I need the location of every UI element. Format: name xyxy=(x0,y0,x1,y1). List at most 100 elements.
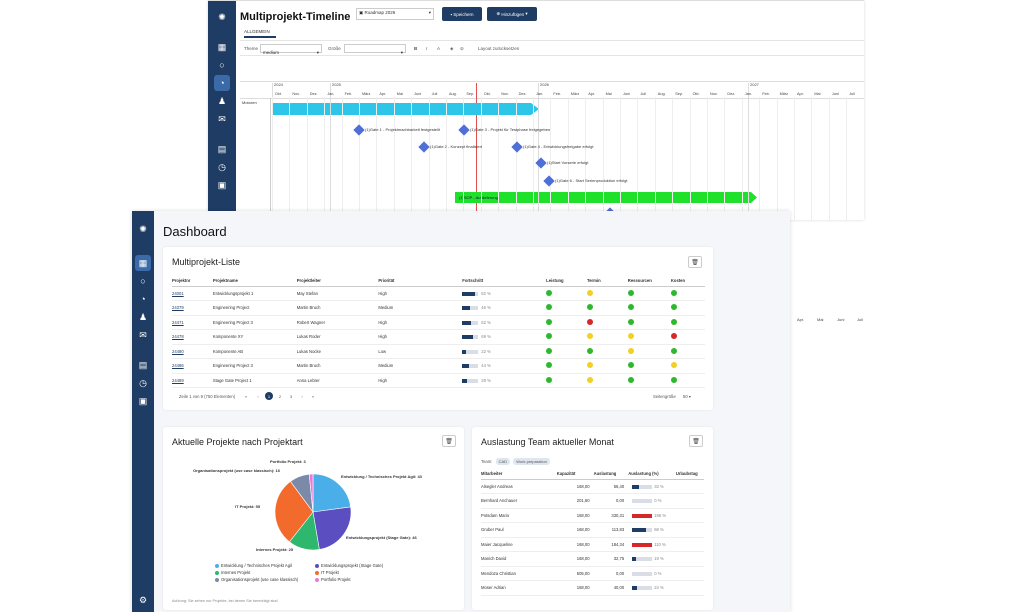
legend-item[interactable]: Internes Projekt xyxy=(215,570,250,575)
column-header[interactable]: Termin xyxy=(586,275,628,287)
table-row[interactable]: Maier Jacqueline 168,00 184,34 110 % xyxy=(481,537,704,552)
table-row[interactable]: Moser Adrian 168,00 40,00 24 % xyxy=(481,580,704,596)
project-number-link[interactable]: 24379 xyxy=(172,300,213,316)
fill-color-icon[interactable]: ◈ xyxy=(450,46,454,51)
first-page-button[interactable]: « xyxy=(244,393,248,399)
reset-layout-button[interactable]: Layout zurücksetzen xyxy=(478,46,520,51)
bold-button[interactable]: B xyxy=(414,46,418,51)
column-header[interactable]: Fortschritt xyxy=(462,275,547,287)
project-number-link[interactable]: 24480 xyxy=(172,344,213,359)
milestone-marker[interactable] xyxy=(543,175,555,187)
column-header[interactable]: Urlaubstag xyxy=(675,468,704,480)
save-button[interactable]: ▪ Speichern xyxy=(442,7,482,21)
legend-item[interactable]: Portfolio Projekt xyxy=(315,577,351,582)
page-2[interactable]: 2 xyxy=(278,393,282,399)
project-number-link[interactable]: 24478 xyxy=(172,329,213,345)
trash-icon[interactable]: 🗑 xyxy=(442,435,456,447)
font-color-button[interactable]: A xyxy=(437,46,441,51)
gantt-bar-sop[interactable]: (1)SOP - Auslieferung xyxy=(455,192,757,203)
table-row[interactable]: 24480 Komponente AB Lukas Nocke Low 22 % xyxy=(172,344,705,359)
timer-icon[interactable]: ◷ xyxy=(139,377,147,388)
column-header[interactable]: Auslastung (%) xyxy=(628,468,676,480)
grid-icon[interactable]: ▦ xyxy=(135,255,151,271)
users-icon[interactable]: ♟ xyxy=(217,95,227,106)
project-number-link[interactable]: 24001 xyxy=(172,286,213,301)
legend-item[interactable]: IT Projekt xyxy=(315,570,339,575)
table-row[interactable]: Manich David 168,00 32,75 19 % xyxy=(481,551,704,567)
page-size-select[interactable]: 50 ▾ xyxy=(683,394,691,399)
column-header[interactable]: Ressourcen xyxy=(627,275,671,287)
grid-icon[interactable]: ▦ xyxy=(217,41,227,52)
table-row[interactable]: Mendoza Christian 505,00 0,00 0 % xyxy=(481,566,704,581)
column-header[interactable]: Projektleiter xyxy=(296,275,379,287)
table-row[interactable]: 24486 Engineering Project 3 Martin Bruch Me… xyxy=(172,358,705,374)
mail-icon[interactable]: ✉ xyxy=(139,329,147,340)
table-row[interactable]: Alsegler Andreas 168,00 56,40 33 % xyxy=(481,479,704,494)
column-header[interactable]: Projektname xyxy=(212,275,297,287)
column-header[interactable]: Leistung xyxy=(546,275,587,287)
link-icon[interactable]: ⊘ xyxy=(460,46,464,51)
legend-item[interactable]: Entwicklung / Technisches Projekt Agil xyxy=(215,563,292,568)
legend-item[interactable]: Entwicklungsprojekt (Stage Gate) xyxy=(315,563,383,568)
tab-allgemein[interactable]: ALLGEMEIN xyxy=(244,29,270,34)
column-header[interactable]: Priorität xyxy=(378,275,463,287)
clock-icon[interactable]: ◔ xyxy=(140,293,146,304)
column-header[interactable]: Mitarbeiter xyxy=(481,468,557,480)
table-row[interactable]: Gruber Paul 168,00 113,83 68 % xyxy=(481,522,704,538)
year-label: 2026 xyxy=(540,82,549,87)
last-page-button[interactable]: » xyxy=(311,393,315,399)
column-header[interactable]: Kosten xyxy=(670,275,705,287)
column-header[interactable]: Kapazität xyxy=(556,468,594,480)
prev-page-button[interactable]: ‹ xyxy=(257,393,259,399)
table-row[interactable]: 24379 Engineering Project Martin Bruch Medi… xyxy=(172,300,705,316)
column-header[interactable]: Projektnr xyxy=(172,275,213,287)
table-row[interactable]: 24489 Stage Gate Project 1 Anna Lebrer High… xyxy=(172,373,705,388)
team-filter[interactable]: Team: CAD Work preparation xyxy=(481,458,550,465)
calendar-icon[interactable]: ▣ xyxy=(217,179,227,190)
pie-slice[interactable] xyxy=(274,480,314,543)
settings-icon[interactable]: ⚙ xyxy=(138,594,148,605)
milestone-marker[interactable] xyxy=(458,124,470,136)
trash-icon[interactable]: 🗑 xyxy=(689,435,703,447)
page-1[interactable]: 1 xyxy=(265,392,273,400)
table-row[interactable]: Potsdam Mario 168,00 330,31 195 % xyxy=(481,508,704,523)
project-number-link[interactable]: 24486 xyxy=(172,358,213,374)
trash-icon[interactable]: 🗑 xyxy=(688,256,702,268)
gantt-bar-motoren[interactable] xyxy=(272,103,539,115)
milestone-marker[interactable] xyxy=(511,141,523,153)
document-icon[interactable]: ▤ xyxy=(138,359,148,370)
cell-progress: 22 % xyxy=(462,344,547,359)
document-icon[interactable]: ▤ xyxy=(217,143,227,154)
page-3[interactable]: 3 xyxy=(289,393,293,399)
size-select[interactable]: ▾ xyxy=(344,44,406,55)
table-row[interactable]: 24478 Komponente XY Lukas Roder High 69 % xyxy=(172,329,705,345)
pie-slice[interactable] xyxy=(308,473,314,513)
view-select[interactable]: ▣ Roadmap 2026 ▾ xyxy=(356,8,434,20)
next-page-button[interactable]: › xyxy=(301,393,303,399)
clock-icon[interactable]: ◔ xyxy=(214,75,230,91)
milestone-marker[interactable] xyxy=(353,124,365,136)
circle-icon[interactable]: ○ xyxy=(219,59,225,70)
calendar-icon[interactable]: ▣ xyxy=(138,395,148,406)
timer-icon[interactable]: ◷ xyxy=(218,161,226,172)
users-icon[interactable]: ♟ xyxy=(138,311,148,322)
team-chip[interactable]: CAD xyxy=(495,458,511,465)
project-number-link[interactable]: 24471 xyxy=(172,315,213,330)
add-button[interactable]: ⊕ Hinzufügen ▾ xyxy=(487,7,537,21)
pie-slice[interactable] xyxy=(312,473,351,513)
table-row[interactable]: 24001 Entwicklungsprojekt 1 May Stefan High… xyxy=(172,286,705,301)
month-label: Feb. xyxy=(553,92,561,96)
circle-icon[interactable]: ○ xyxy=(140,275,146,286)
theme-select[interactable]: medium ▾ xyxy=(260,44,322,55)
mail-icon[interactable]: ✉ xyxy=(218,113,226,124)
table-row[interactable]: 24471 Engineering Project 3 Robert Wagner H… xyxy=(172,315,705,330)
legend-item[interactable]: Organisationsprojekt (use case klassisch… xyxy=(215,577,298,582)
column-header[interactable]: Auslastung xyxy=(593,468,629,480)
cell-load: 330,31 xyxy=(593,508,629,523)
project-number-link[interactable]: 24489 xyxy=(172,373,213,388)
cell-prio: High xyxy=(378,373,463,388)
pie-slice[interactable] xyxy=(312,506,352,550)
table-row[interactable]: Bernhard Anchauer 201,60 0,00 0 % xyxy=(481,493,704,509)
italic-button[interactable]: I xyxy=(426,46,428,51)
team-chip[interactable]: Work preparation xyxy=(513,458,550,465)
